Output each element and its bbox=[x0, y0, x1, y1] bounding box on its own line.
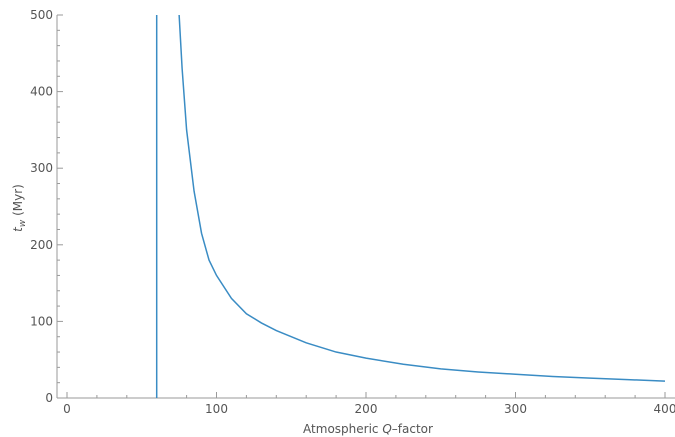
x-tick-label: 400 bbox=[654, 402, 675, 416]
y-tick-label: 500 bbox=[30, 8, 53, 22]
y-tick-label: 200 bbox=[30, 238, 53, 252]
plot-area bbox=[155, 15, 666, 398]
y-tick-label: 300 bbox=[30, 161, 53, 175]
y-tick-label: 400 bbox=[30, 85, 53, 99]
y-tick-label: 100 bbox=[30, 314, 53, 328]
x-axis-label: Atmospheric Q–factor bbox=[303, 422, 433, 436]
x-tick-label: 0 bbox=[63, 402, 71, 416]
x-tick-label: 100 bbox=[205, 402, 228, 416]
y-axis-label: tw (Myr) bbox=[11, 184, 28, 232]
x-tick-label: 200 bbox=[355, 402, 378, 416]
x-tick-label: 300 bbox=[504, 402, 527, 416]
series-line-1 bbox=[178, 15, 666, 382]
y-tick-label: 0 bbox=[45, 391, 53, 405]
axes: 0 100 200 300 400 0 100 200 300 400 500 bbox=[30, 8, 675, 416]
